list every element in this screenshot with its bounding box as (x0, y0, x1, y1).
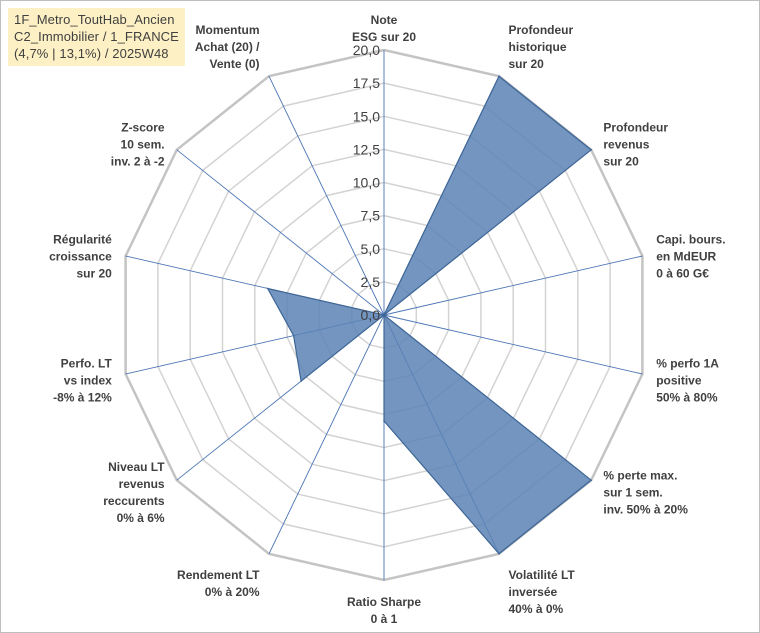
title-line-1: 1F_Metro_ToutHab_Ancien (14, 12, 175, 27)
axis-label: Profondeur revenus sur 20 (603, 121, 668, 169)
axis-spoke (383, 314, 643, 375)
axis-label: Ratio Sharpe 0 à 1 (347, 595, 421, 626)
axis-label: Note ESG sur 20 (352, 13, 416, 44)
axis-spoke (176, 149, 385, 316)
axis-label-layer: Note ESG sur 20 Profondeur historique sur 20… (49, 13, 725, 626)
tick-label: 5,0 (361, 241, 381, 257)
series-area (266, 75, 593, 555)
title-line-2: C2_Immobilier / 1_FRANCE (14, 29, 179, 44)
axis-label: Niveau LT revenus reccurents 0% à 6% (103, 460, 165, 525)
tick-label: 12,5 (353, 141, 380, 157)
axis-spoke (268, 76, 385, 316)
title-line-3: (4,7% | 13,1%) / 2025W48 (14, 46, 169, 61)
data-point (266, 287, 269, 290)
tick-label: 10,0 (353, 175, 380, 191)
axis-label: % perfo 1A positive 50% à 80% (656, 357, 719, 405)
axis-label: Momentum Achat (20) / Vente (0) (195, 23, 260, 71)
data-point (292, 334, 295, 337)
axis-spoke (268, 314, 385, 554)
axis-label: Perfo. LT vs index -8% à 12% (53, 357, 112, 405)
tick-label: 0,0 (361, 307, 381, 323)
tick-label: 7,5 (361, 208, 381, 224)
axis-label: Profondeur historique sur 20 (509, 23, 574, 71)
data-point (383, 314, 385, 316)
axis-spoke (383, 255, 643, 316)
data-point (383, 420, 385, 422)
series-layer (266, 75, 593, 555)
axis-label: % perte max. sur 1 sem. inv. 50% à 20% (603, 469, 688, 517)
axis-label: Rendement LT 0% à 20% (177, 568, 260, 599)
data-point (590, 149, 592, 151)
axis-label: Capi. bours. en MdEUR 0 à 60 G€ (656, 232, 725, 280)
data-point (590, 479, 592, 482)
chart-title: 1F_Metro_ToutHab_Ancien C2_Immobilier / … (8, 8, 185, 66)
tick-label: 17,5 (353, 75, 380, 91)
data-point (498, 75, 500, 77)
data-point (498, 553, 500, 555)
tick-label: 2,5 (361, 274, 381, 290)
tick-label-layer: 0,0 2,5 5,0 7,5 10,0 12,5 15,0 17,5 20,0 (353, 42, 380, 323)
axis-label: Z-score 10 sem. inv. 2 à -2 (111, 121, 165, 169)
data-point (300, 380, 302, 382)
tick-label: 15,0 (353, 108, 380, 124)
tick-label: 20,0 (353, 42, 380, 58)
axis-label: Volatilité LT inversée 40% à 0% (509, 568, 576, 616)
axis-label: Régularité croissance sur 20 (49, 232, 112, 280)
